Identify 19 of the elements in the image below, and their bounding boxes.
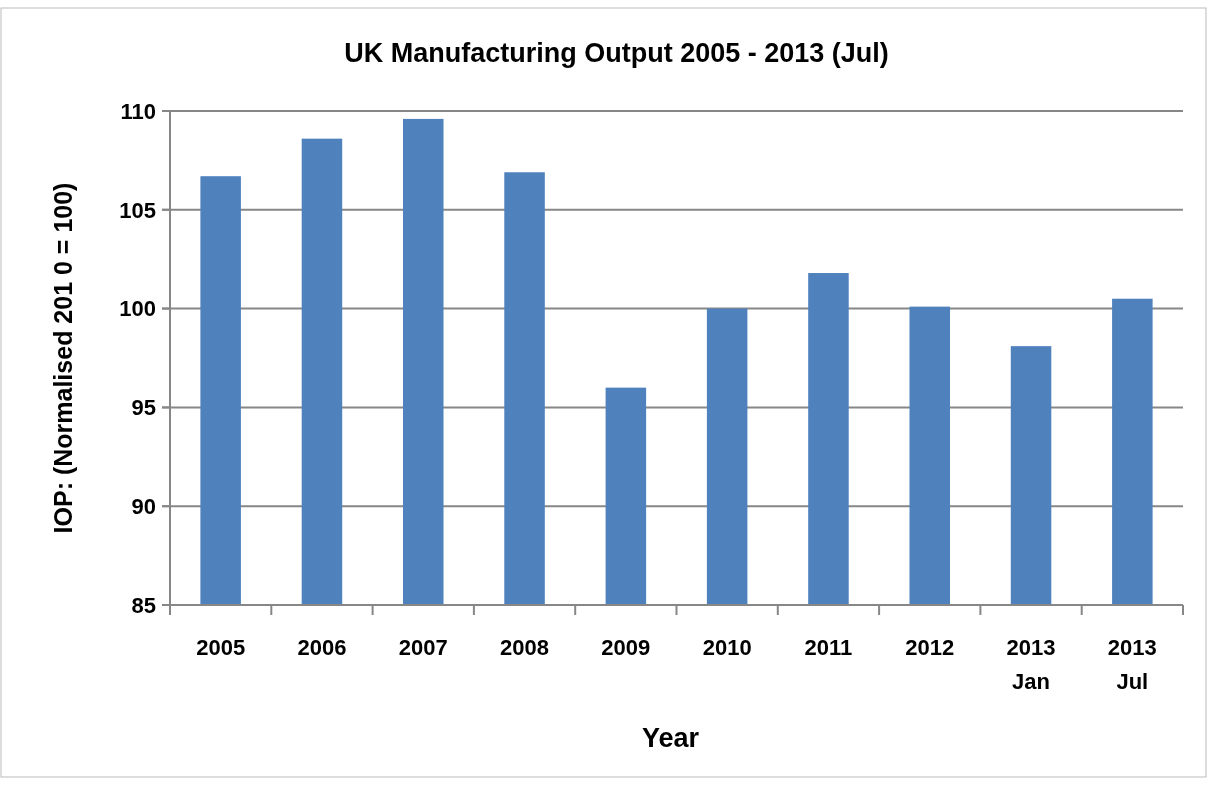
y-tick-label: 90 <box>131 493 156 519</box>
x-tick-label: 2009 <box>601 635 651 660</box>
x-tick-label: 2013 Jul <box>1107 635 1157 694</box>
y-axis-title: IOP: (Normalised 201 0 = 100) <box>49 182 77 534</box>
y-tick-label: 110 <box>120 98 156 124</box>
x-tick-label: 2008 <box>500 635 550 660</box>
y-tick-label: 85 <box>131 592 156 618</box>
x-tick-label: 2007 <box>398 635 448 660</box>
x-tick-label: 2010 <box>702 635 752 660</box>
x-tick-label: 2012 <box>905 635 955 660</box>
x-tick-label: 2006 <box>297 635 347 660</box>
y-tick-label: 105 <box>119 197 156 223</box>
x-tick-label: 2011 <box>804 635 853 660</box>
y-tick-label: 95 <box>131 395 156 421</box>
x-tick-label: 2013 Jan <box>1006 635 1056 694</box>
x-axis-title: Year <box>641 723 700 753</box>
y-tick-label: 100 <box>119 296 156 322</box>
x-tick-label: 2005 <box>196 635 246 660</box>
chart-title: UK Manufacturing Output 2005 - 2013 (Jul) <box>344 38 889 68</box>
